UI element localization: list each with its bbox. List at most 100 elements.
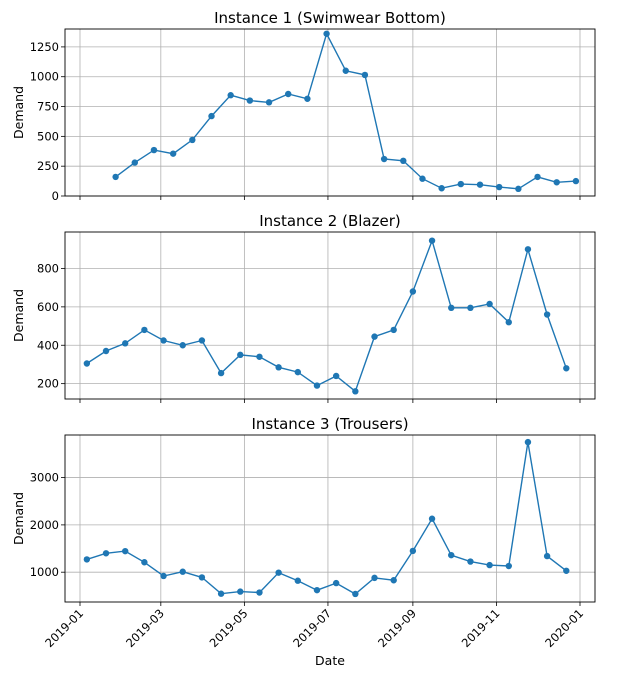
data-point	[390, 326, 397, 334]
x-tick-label: 2019-01	[42, 606, 86, 650]
y-axis-label: Demand	[11, 289, 26, 342]
data-point	[486, 561, 493, 569]
data-point	[313, 382, 321, 389]
data-point	[342, 67, 349, 74]
y-tick-label: 250	[37, 159, 59, 173]
data-point	[563, 365, 570, 372]
y-tick-label: 1250	[30, 40, 59, 54]
data-point	[141, 326, 148, 334]
data-point	[304, 95, 311, 102]
data-point	[524, 246, 532, 253]
data-point	[160, 337, 167, 344]
data-point	[237, 351, 244, 359]
data-point	[179, 342, 186, 349]
data-point	[505, 562, 512, 570]
data-point	[457, 180, 465, 188]
data-point	[313, 586, 321, 594]
y-tick-label: 1000	[30, 70, 59, 84]
plot-frame	[64, 231, 596, 400]
x-tick-label: 2020-01	[542, 606, 586, 650]
y-tick-label: 3000	[30, 471, 59, 485]
data-point	[141, 559, 148, 566]
x-axis-label: Date	[315, 653, 345, 668]
plot-frame	[64, 434, 596, 603]
data-point	[371, 333, 378, 340]
data-point	[495, 183, 503, 191]
y-tick-label: 0	[52, 189, 59, 203]
data-point	[256, 589, 263, 596]
data-point	[150, 146, 158, 154]
y-axis-label: Demand	[11, 86, 26, 139]
data-point	[265, 99, 273, 106]
y-tick-label: 1000	[30, 565, 59, 579]
data-point	[83, 360, 91, 367]
data-point	[332, 372, 340, 380]
data-point	[237, 588, 244, 595]
x-tick-label: 2019-03	[123, 606, 167, 650]
data-point	[83, 556, 91, 563]
data-point	[467, 304, 474, 312]
data-point	[486, 300, 493, 308]
y-tick-label: 200	[37, 377, 59, 391]
x-tick-label: 2019-11	[459, 606, 503, 650]
data-point	[553, 179, 560, 186]
data-point	[400, 157, 407, 165]
data-point	[169, 150, 177, 157]
data-point	[112, 173, 119, 181]
data-point	[467, 558, 474, 565]
data-point	[380, 155, 388, 163]
data-point	[534, 173, 541, 181]
data-point	[476, 181, 484, 188]
data-point	[572, 177, 580, 185]
data-point	[256, 353, 263, 360]
y-tick-label: 800	[37, 261, 59, 275]
data-point	[563, 567, 570, 574]
data-point	[217, 590, 225, 597]
data-point	[352, 590, 359, 598]
data-point	[448, 551, 455, 559]
data-point	[122, 340, 129, 347]
data-point	[524, 438, 532, 446]
data-point	[217, 369, 225, 377]
data-point	[428, 237, 436, 244]
data-point	[179, 568, 186, 575]
x-tick-label: 2019-05	[207, 606, 251, 650]
data-point	[246, 97, 254, 104]
y-tick-label: 600	[37, 300, 59, 314]
data-point	[352, 388, 359, 395]
chart-title: Instance 1 (Swimwear Bottom)	[214, 9, 446, 27]
data-point	[208, 112, 215, 120]
chart-panel-2: Instance 2 (Blazer) 200 400 600 800 Demand	[11, 212, 596, 403]
data-point	[361, 71, 369, 79]
chart-title: Instance 2 (Blazer)	[259, 212, 401, 230]
data-point	[102, 347, 110, 355]
data-point	[332, 579, 340, 587]
data-point	[448, 304, 455, 312]
series-line	[115, 31, 576, 190]
series-line	[86, 441, 567, 595]
data-point	[409, 547, 417, 555]
chart-panel-1: Instance 1 (Swimwear Bottom) 0 250 500 750 10…	[11, 9, 596, 203]
data-point	[131, 159, 138, 166]
y-tick-label: 750	[37, 100, 59, 114]
data-point	[323, 30, 330, 37]
data-point	[371, 574, 378, 582]
data-point	[294, 577, 302, 584]
data-point	[543, 311, 551, 318]
data-point	[390, 577, 397, 584]
y-tick-label: 400	[37, 338, 59, 352]
y-tick-label: 500	[37, 129, 59, 143]
data-point	[505, 319, 512, 326]
data-point	[294, 368, 302, 376]
chart-title: Instance 3 (Trousers)	[251, 415, 408, 433]
data-point	[198, 574, 206, 581]
y-axis-label: Demand	[11, 492, 26, 545]
data-point	[227, 92, 234, 99]
data-point	[543, 552, 551, 560]
data-point	[409, 288, 417, 295]
series-line	[86, 238, 567, 393]
data-point	[198, 337, 206, 344]
x-tick-label: 2019-07	[290, 606, 334, 650]
data-point	[515, 185, 522, 193]
